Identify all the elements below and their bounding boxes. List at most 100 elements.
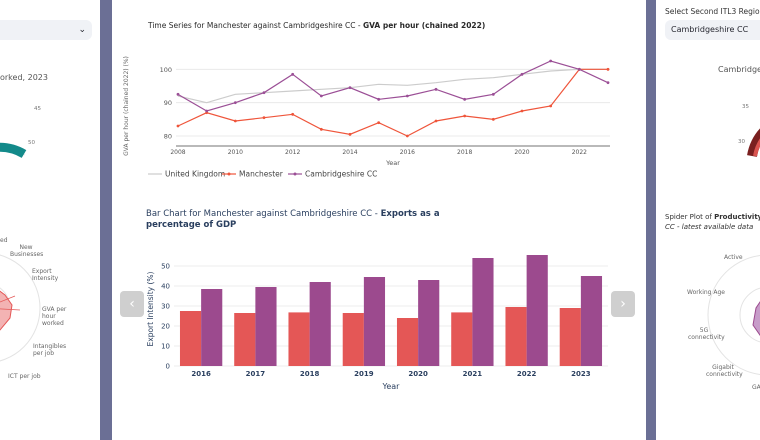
data-point bbox=[348, 86, 352, 90]
bar bbox=[505, 307, 527, 366]
left-gauge: 45 50 bbox=[0, 106, 41, 158]
prev-chart-button[interactable]: ‹ bbox=[120, 291, 144, 317]
left-gauge-title: orked, 2023 bbox=[0, 73, 48, 82]
right-gauge-arc bbox=[753, 138, 760, 157]
line-chart-title: Time Series for Manchester against Cambr… bbox=[148, 21, 486, 30]
data-point bbox=[377, 97, 381, 101]
data-point bbox=[405, 134, 409, 138]
x-tick-label: 2016 bbox=[191, 370, 211, 378]
x-tick-label: 2019 bbox=[354, 370, 374, 378]
spider-label-gigabit: Gigabit connectivity bbox=[706, 364, 743, 378]
legend-marker bbox=[293, 172, 297, 176]
bar bbox=[580, 276, 603, 366]
y-axis-label: Export Intensity (%) bbox=[146, 271, 155, 346]
data-point bbox=[176, 92, 180, 96]
y-tick-label: 20 bbox=[161, 323, 170, 331]
bar-chart-title: Bar Chart for Manchester against Cambrid… bbox=[146, 209, 440, 230]
spider-label-export-intensity: Export Intensity bbox=[32, 268, 59, 282]
center-panel: Time Series for Manchester against Cambr… bbox=[112, 0, 646, 440]
bar bbox=[418, 280, 440, 366]
series-line bbox=[177, 60, 609, 112]
spider-label-ga: GA bbox=[752, 384, 760, 391]
right-gauge-title: Cambridgeshire bbox=[718, 65, 760, 74]
y-tick-label: 10 bbox=[161, 343, 170, 351]
y-axis-label: GVA per hour (chained 2022) (%) bbox=[123, 56, 130, 156]
data-point bbox=[233, 119, 237, 123]
x-axis-label: Year bbox=[382, 382, 401, 391]
bar bbox=[179, 311, 202, 366]
data-point bbox=[291, 72, 295, 76]
data-point bbox=[176, 124, 180, 128]
next-chart-button[interactable]: › bbox=[611, 291, 635, 317]
legend-label: Manchester bbox=[239, 170, 284, 179]
x-tick-label: 2012 bbox=[285, 149, 300, 156]
legend-label: Cambridgeshire CC bbox=[305, 170, 377, 179]
data-point bbox=[549, 104, 553, 108]
bar bbox=[363, 277, 386, 366]
x-tick-label: 2022 bbox=[572, 149, 587, 156]
data-point bbox=[606, 67, 610, 71]
legend-marker bbox=[227, 172, 231, 176]
data-point bbox=[205, 109, 209, 113]
y-tick-label: 30 bbox=[161, 303, 170, 311]
right-panel: Select Second ITL3 Region: Cambridgeshir… bbox=[656, 0, 760, 440]
bar bbox=[309, 282, 331, 366]
data-point bbox=[348, 132, 352, 136]
x-tick-label: 2010 bbox=[228, 149, 243, 156]
data-point bbox=[262, 116, 266, 120]
gauge-tick-35: 35 bbox=[742, 104, 749, 110]
data-point bbox=[262, 91, 266, 95]
bar bbox=[559, 308, 581, 366]
gauge-tick-45: 45 bbox=[34, 106, 41, 112]
y-tick-label: 80 bbox=[164, 133, 172, 141]
x-tick-label: 2022 bbox=[517, 370, 537, 378]
data-point bbox=[606, 81, 610, 85]
right-spider-shape bbox=[752, 301, 760, 336]
x-tick-label: 2016 bbox=[400, 149, 415, 156]
second-region-select[interactable]: Cambridgeshire CC bbox=[665, 20, 760, 40]
right-gauge: 35 30 bbox=[738, 104, 760, 158]
x-axis-label: Year bbox=[385, 159, 400, 167]
x-tick-label: 2018 bbox=[300, 370, 320, 378]
spider-label-5g: 5G connectivity bbox=[688, 327, 725, 341]
x-tick-label: 2008 bbox=[170, 149, 185, 156]
left-spider-plot bbox=[0, 254, 41, 362]
data-point bbox=[463, 97, 467, 101]
data-point bbox=[549, 59, 553, 63]
data-point bbox=[319, 94, 323, 98]
spider-label-ict: ICT per job bbox=[8, 373, 41, 380]
x-tick-label: 2014 bbox=[342, 149, 357, 156]
bar bbox=[472, 258, 494, 366]
bar bbox=[526, 255, 548, 366]
data-point bbox=[577, 67, 581, 71]
data-point bbox=[291, 112, 295, 116]
gauge-tick-30: 30 bbox=[738, 139, 745, 145]
chevron-left-icon: ‹ bbox=[129, 296, 135, 312]
spider-label-working-age: Working Age bbox=[687, 289, 725, 296]
data-point bbox=[319, 127, 323, 131]
y-tick-label: 100 bbox=[160, 66, 172, 74]
spider-label-intangibles: Intangibles per job bbox=[33, 343, 67, 357]
y-tick-label: 50 bbox=[161, 263, 170, 271]
y-tick-label: 0 bbox=[166, 363, 170, 371]
data-point bbox=[377, 121, 381, 125]
bar bbox=[288, 312, 310, 366]
y-tick-label: 90 bbox=[164, 99, 172, 107]
x-tick-label: 2023 bbox=[571, 370, 591, 378]
first-region-select[interactable]: ⌄ bbox=[0, 20, 92, 40]
second-region-label: Select Second ITL3 Region: bbox=[665, 7, 760, 16]
x-tick-label: 2017 bbox=[246, 370, 266, 378]
y-tick-label: 40 bbox=[161, 283, 170, 291]
line-chart: 80 90 100 2008 2010 2012 2014 2016 2018 2020 2022 Y… bbox=[123, 56, 610, 179]
chevron-down-icon: ⌄ bbox=[78, 25, 86, 35]
data-point bbox=[405, 94, 409, 98]
data-point bbox=[520, 109, 524, 113]
data-point bbox=[434, 87, 438, 91]
data-point bbox=[491, 92, 495, 96]
x-tick-label: 2021 bbox=[463, 370, 483, 378]
spider-label-active: Active bbox=[724, 254, 743, 261]
right-spider-title: Spider Plot of Productivity Indi CC - la… bbox=[665, 213, 760, 231]
data-point bbox=[233, 101, 237, 105]
bar bbox=[201, 289, 223, 366]
bar bbox=[234, 313, 256, 366]
